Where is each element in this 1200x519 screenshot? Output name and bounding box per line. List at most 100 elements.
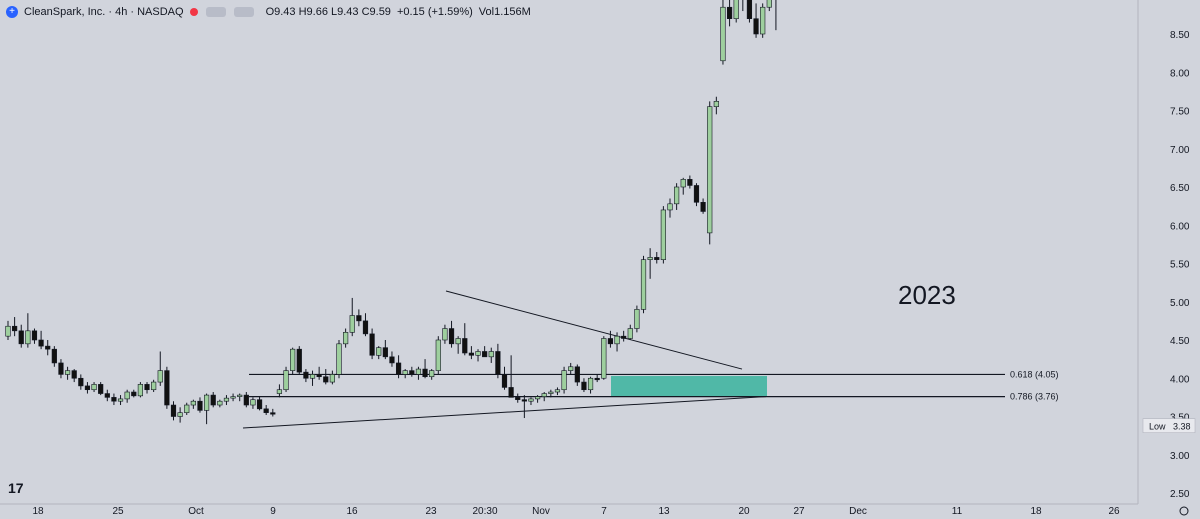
time-tick-label: 13: [658, 506, 670, 517]
candle-bear: [263, 408, 269, 413]
candle-bull: [554, 389, 561, 393]
chart-header: + CleanSpark, Inc. · 4h · NASDAQ O9.43 H…: [0, 0, 531, 24]
candle-bear: [356, 315, 362, 322]
time-tick-label: 27: [793, 506, 805, 517]
time-tick-label: 16: [346, 506, 358, 517]
time-tick-label: 23: [425, 506, 437, 517]
candle-bear: [369, 333, 375, 356]
volume-value: Vol1.156M: [478, 6, 531, 18]
quick-actions-icon[interactable]: [205, 7, 226, 17]
candle-bull: [250, 399, 256, 406]
candle-bear: [210, 394, 216, 406]
candle-bear: [98, 384, 104, 394]
candle-bull: [548, 391, 554, 394]
candle-bull: [455, 338, 461, 345]
candle-bull: [720, 6, 726, 62]
candle-bull: [667, 203, 673, 211]
candle-bear: [389, 356, 395, 364]
candle-bear: [144, 384, 150, 391]
candle-bull: [329, 374, 335, 383]
candle-bull: [237, 394, 243, 397]
candle-bear: [422, 368, 428, 378]
candle-bull: [64, 370, 71, 375]
candle-bear: [256, 399, 263, 410]
candle-bear: [51, 348, 57, 364]
time-tick-label: Dec: [849, 506, 867, 517]
price-tick-label: 6.50: [1170, 183, 1190, 194]
candle-bull: [713, 101, 719, 107]
candle-bull: [349, 315, 355, 333]
candle-bull: [290, 348, 296, 371]
time-tick-label: 20:30: [472, 506, 497, 517]
candle-bear: [170, 404, 177, 417]
candle-bull: [190, 400, 196, 406]
candle-bull: [336, 343, 342, 375]
time-tick-label: 11: [952, 506, 963, 517]
time-tick-label: Nov: [532, 506, 550, 517]
candle-bear: [468, 352, 475, 356]
candle-bear: [382, 347, 388, 358]
candle-bull: [435, 339, 441, 371]
candle-bull: [627, 328, 633, 339]
candle-bull: [561, 370, 567, 391]
candle-bear: [197, 400, 203, 411]
price-tick-label: 3.50: [1170, 413, 1190, 424]
candle-bear: [71, 370, 77, 379]
candle-bull: [415, 368, 422, 375]
candle-bull: [177, 412, 183, 417]
settings-gear-icon[interactable]: [1179, 506, 1189, 516]
candle-bear: [409, 370, 415, 375]
price-tick-label: 3.00: [1170, 451, 1190, 462]
low-marker-label: Low: [1149, 422, 1166, 432]
candle-bull: [442, 328, 448, 341]
candle-bull: [634, 309, 640, 329]
candle-bear: [581, 381, 587, 391]
candle-bull: [640, 259, 647, 310]
price-tick-label: 2.50: [1170, 489, 1190, 500]
descending-trendline: [445, 290, 743, 370]
year-annotation: 2023: [898, 280, 956, 310]
candle-bull: [343, 332, 349, 345]
candle-bull: [91, 384, 97, 391]
candle-bull: [488, 351, 494, 358]
candle-bull: [680, 179, 686, 188]
candle-bear: [31, 330, 38, 341]
symbol-logo-icon: +: [6, 6, 18, 18]
candle-bear: [111, 397, 117, 402]
candle-bear: [495, 351, 501, 375]
candle-bull: [429, 370, 435, 378]
candle-bear: [700, 202, 706, 212]
candle-bear: [12, 325, 18, 332]
candle-bear: [462, 338, 468, 354]
candle-bear: [515, 397, 521, 400]
ohlc-values: O9.43 H9.66 L9.43 C9.59: [265, 6, 391, 18]
candle-bear: [521, 399, 527, 402]
candle-bull: [402, 370, 408, 375]
candle-bear: [18, 330, 24, 345]
candle-bear: [362, 320, 369, 335]
candle-bull: [766, 0, 772, 8]
candle-bear: [243, 394, 249, 406]
more-actions-icon[interactable]: [233, 7, 254, 17]
fib-level-label: 0.618 (4.05): [1010, 369, 1059, 379]
candle-bull: [184, 404, 190, 413]
time-tick-label: 20: [738, 506, 750, 517]
candle-bear: [501, 374, 508, 388]
fib-level-label: 0.786 (3.76): [1010, 392, 1059, 402]
time-tick-label: 18: [32, 506, 44, 517]
candle-bear: [303, 371, 309, 379]
candle-bull: [674, 186, 680, 205]
candle-bear: [621, 335, 627, 339]
tradingview-logo-icon[interactable]: 17: [8, 480, 24, 496]
candle-bear: [687, 179, 693, 186]
candle-bear: [482, 351, 488, 358]
price-tick-label: 8.00: [1170, 68, 1190, 79]
ascending-trendline: [242, 396, 767, 429]
symbol-title[interactable]: CleanSpark, Inc. · 4h · NASDAQ: [24, 6, 184, 18]
candle-bull: [217, 400, 223, 406]
candle-bull: [660, 209, 666, 260]
candle-bull: [309, 374, 316, 379]
candle-bear: [448, 328, 455, 345]
